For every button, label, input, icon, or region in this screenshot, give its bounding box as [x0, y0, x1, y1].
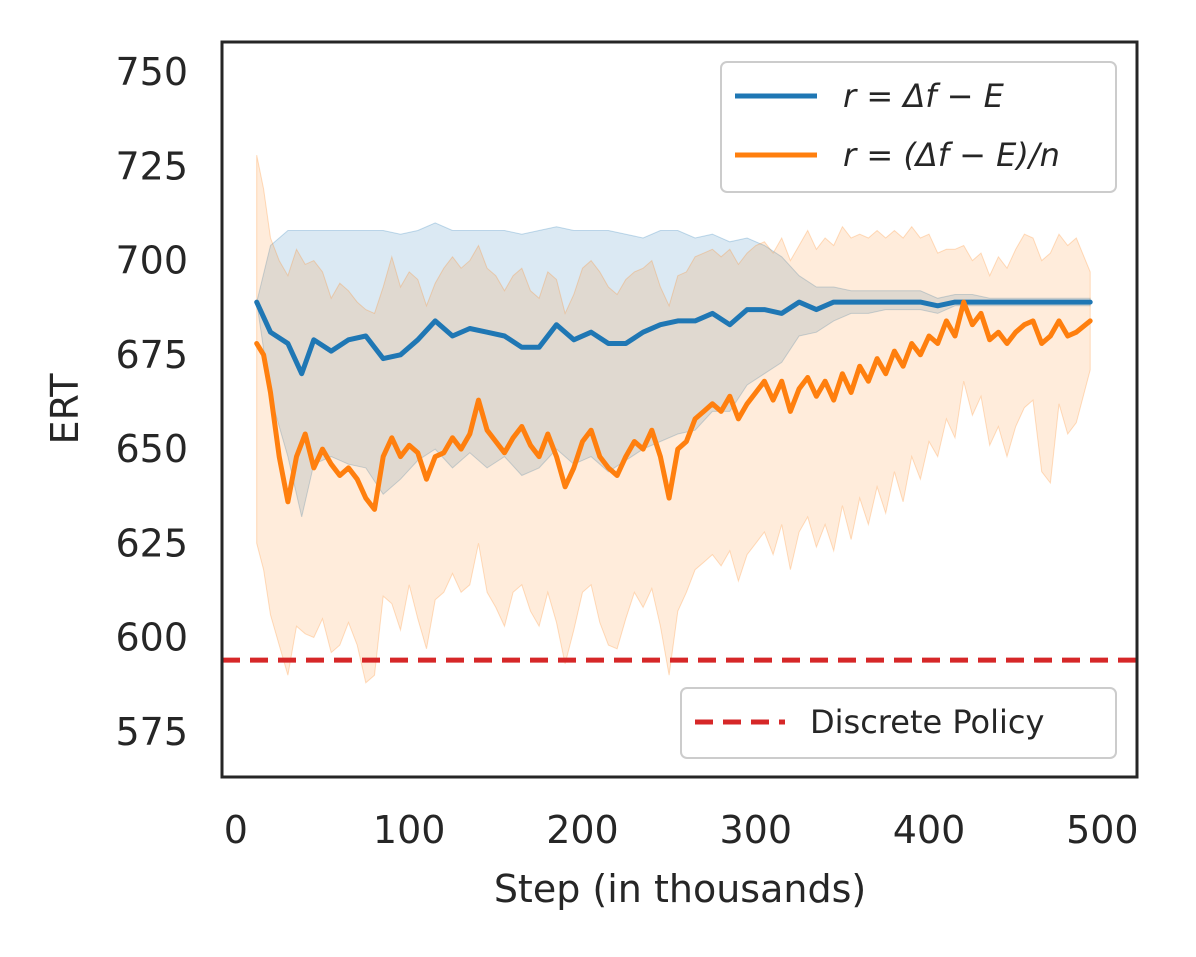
- x-tick-label: 400: [893, 808, 966, 852]
- x-tick-label: 300: [719, 808, 792, 852]
- y-tick-label: 675: [115, 333, 188, 377]
- y-axis-label: ERT: [43, 373, 87, 445]
- x-tick-label: 200: [546, 808, 619, 852]
- x-tick-label: 500: [1066, 808, 1139, 852]
- legend-label-series1: r = (Δf − E)/n: [843, 136, 1060, 174]
- chart: 0 100 200 300 400 500 575 600 625 650 675 700 725 75…: [0, 0, 1196, 957]
- y-tick-label: 575: [115, 710, 188, 754]
- x-tick-label: 0: [224, 808, 248, 852]
- y-tick-label: 725: [115, 144, 188, 188]
- y-tick-label: 625: [115, 521, 188, 565]
- legend-upper: r = Δf − E r = (Δf − E)/n: [721, 62, 1116, 192]
- y-tick-label: 650: [115, 427, 188, 471]
- y-tick-label: 750: [115, 50, 188, 94]
- legend-label-baseline: Discrete Policy: [810, 703, 1044, 741]
- y-tick-label: 600: [115, 616, 188, 660]
- legend-lower: Discrete Policy: [681, 688, 1116, 758]
- y-tick-label: 700: [115, 239, 188, 283]
- legend-label-series0: r = Δf − E: [843, 77, 1005, 115]
- x-axis-label: Step (in thousands): [494, 867, 866, 911]
- x-tick-label: 100: [373, 808, 446, 852]
